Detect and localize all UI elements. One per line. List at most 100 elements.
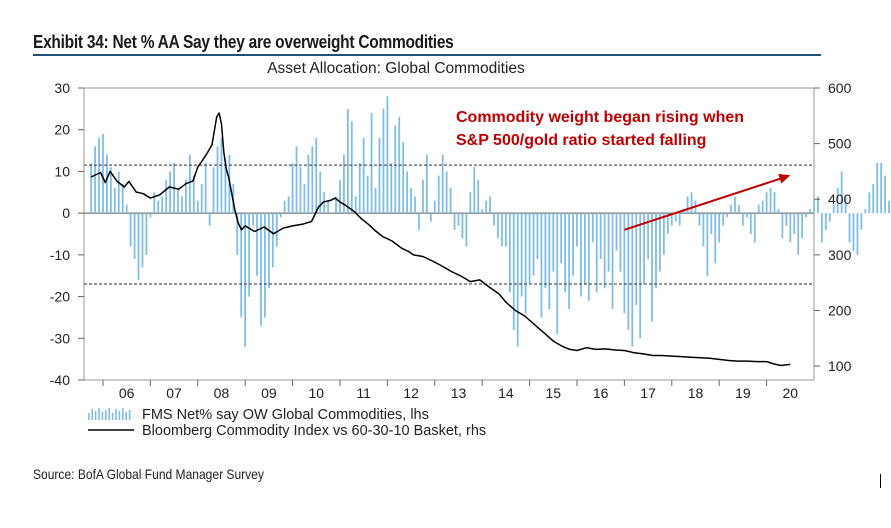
bar [568,213,570,310]
bar [402,142,405,214]
y-right-tick-label: 300 [828,247,852,263]
x-tick-label: 11 [356,385,371,401]
bar [647,213,649,260]
bar [848,213,851,243]
bar [425,154,428,214]
commodity-index-line [90,112,791,367]
bar [94,146,96,214]
x-tick-label: 18 [688,385,704,401]
y-left-tick-label: -40 [50,372,70,388]
bar [856,213,859,255]
bar [362,138,365,214]
bar [204,163,207,214]
legend-bar-swatch [108,408,110,420]
bar [777,208,780,214]
bar [386,96,389,214]
bar [730,204,732,214]
bar [493,213,495,226]
bar [615,213,618,251]
bar [141,213,144,268]
bar [536,213,539,260]
bar [323,192,326,214]
bar [181,196,183,214]
bar [718,213,721,243]
bar [599,213,602,260]
bar [311,146,314,214]
bar [137,213,140,280]
bar [437,175,440,214]
bar [611,213,614,310]
bar [753,213,756,243]
bar [793,213,796,234]
plot-frame [83,87,815,381]
bar [453,213,456,230]
bar [623,213,626,314]
bar [643,213,646,285]
bar [200,183,203,214]
bar [208,213,211,226]
bar [429,213,432,222]
bar [872,183,875,214]
bar [678,213,681,226]
bar [508,213,511,293]
bar [433,200,436,214]
bar [461,213,464,239]
bar [860,213,863,230]
bar [224,158,227,214]
bar [90,163,93,214]
bar [473,167,476,214]
annotation-arrow-head [778,174,791,184]
bar [757,204,760,214]
bar [410,188,412,214]
bar [275,213,278,247]
bar [267,213,270,289]
bar [745,213,748,218]
legend-bar-swatch [88,413,90,420]
x-tick-label: 16 [593,385,609,401]
bar [240,213,243,318]
y-right-tick-label: 600 [828,80,852,96]
bar [844,196,847,214]
bar [868,192,871,214]
bar [422,179,424,214]
y-right-tick-label: 100 [828,358,852,374]
bar [832,204,835,214]
bar [591,213,594,243]
bar [287,196,290,214]
bar [382,108,385,214]
bar [560,213,563,264]
bar [165,179,168,214]
bar [607,213,610,272]
bar [635,213,638,305]
bar [781,213,784,239]
bar [113,188,116,214]
bar [271,213,274,268]
x-tick-label: 17 [640,385,656,401]
legend-bar-swatch [98,408,100,420]
bar [414,196,416,214]
bar [346,108,349,214]
bar [485,200,488,214]
bar [295,146,298,214]
x-tick-label: 14 [498,385,514,401]
bar [686,196,689,214]
bar [828,213,831,222]
bar [840,171,843,214]
bar [603,213,606,289]
bar [489,196,491,214]
bar [188,154,191,214]
bar [544,213,547,289]
bar [109,167,112,214]
bar [216,146,219,214]
bar [627,213,630,330]
exhibit-title: Exhibit 34: Net % AA Say they are overwe… [33,32,454,52]
bar [836,188,839,214]
bar [192,175,195,214]
bar [303,183,306,214]
bar [354,196,357,214]
bar [102,133,104,214]
bar [117,171,120,214]
bar [370,113,373,214]
bar [651,213,653,322]
